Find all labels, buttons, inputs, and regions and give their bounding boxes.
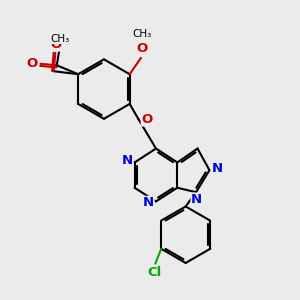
Text: N: N: [211, 162, 222, 175]
Text: CH₃: CH₃: [51, 34, 70, 44]
Text: N: N: [191, 193, 202, 206]
Text: O: O: [26, 57, 38, 70]
Text: CH₃: CH₃: [133, 29, 152, 39]
Text: O: O: [141, 113, 152, 126]
Text: N: N: [122, 154, 133, 167]
Text: Cl: Cl: [148, 266, 162, 278]
Text: N: N: [143, 196, 154, 209]
Text: O: O: [137, 42, 148, 56]
Text: O: O: [51, 38, 62, 51]
